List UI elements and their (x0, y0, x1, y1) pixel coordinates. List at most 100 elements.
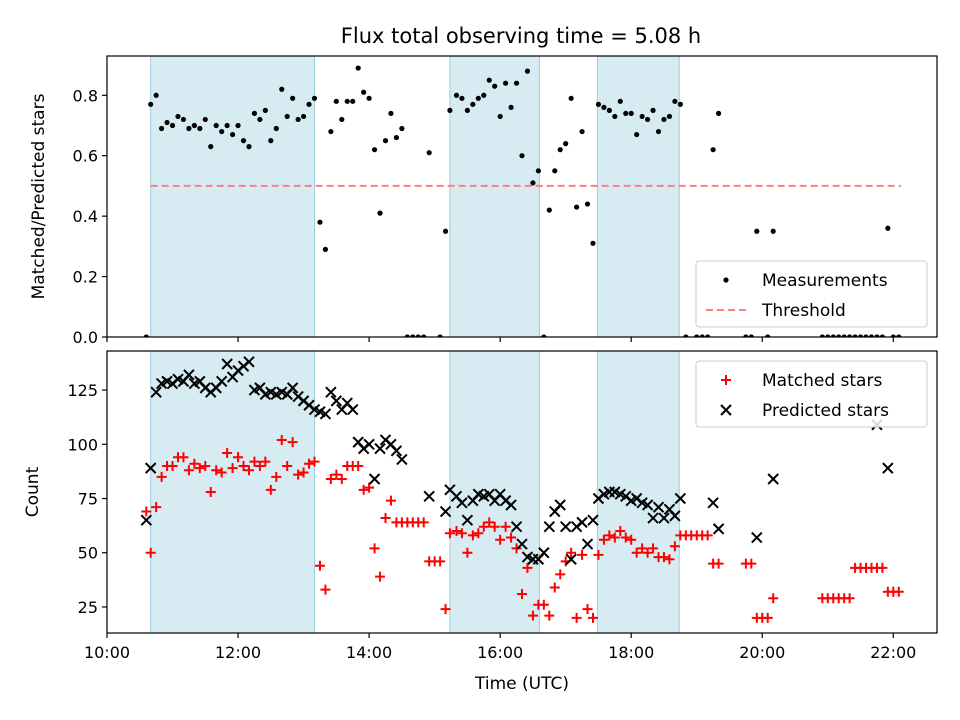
measurement-point (655, 128, 662, 135)
observation-window-band (596, 351, 680, 633)
predicted-stars-point (183, 369, 195, 381)
legend-box (695, 360, 928, 428)
predicted-stars-point (347, 403, 359, 416)
matched-stars-point (489, 521, 500, 532)
matched-stars-point (364, 482, 375, 493)
matched-stars-point (626, 534, 637, 545)
axes-frame (106, 55, 938, 338)
measurement-point (634, 131, 640, 138)
matched-stars-point (658, 552, 669, 563)
matched-stars-point (380, 513, 391, 524)
measurement-point (694, 334, 700, 337)
measurement-point (535, 168, 541, 174)
measurement-point (219, 128, 225, 135)
matched-stars-point (577, 549, 588, 560)
measurement-point (650, 107, 656, 113)
predicted-stars-point (243, 356, 255, 368)
matched-stars-point (702, 530, 713, 541)
measurement-point (246, 144, 252, 150)
measurement-point (579, 128, 585, 135)
measurement-point (415, 334, 421, 337)
measurement-point (475, 95, 481, 101)
matched-stars-point (538, 599, 549, 610)
measurement-point (470, 101, 476, 107)
measurement-point (453, 92, 460, 98)
x-tick-label: 12:00 (215, 643, 261, 662)
measurement-point (388, 110, 394, 117)
predicted-stars-point (221, 358, 233, 370)
predicted-stars-point (543, 521, 556, 533)
matched-stars-point (353, 460, 364, 471)
y-tick-label: 50 (78, 544, 98, 563)
predicted-stars-point (669, 510, 681, 522)
measurement-point (661, 116, 667, 123)
legend-box (695, 260, 928, 328)
measurement-point (159, 125, 165, 132)
matched-stars-point (571, 612, 582, 623)
predicted-stars-point (363, 438, 375, 450)
observation-window-band (150, 56, 315, 337)
measurement-point (333, 98, 339, 104)
predicted-stars-point (330, 395, 343, 407)
measurement-point (191, 122, 197, 129)
measurement-point (508, 104, 514, 110)
predicted-stars-point (319, 408, 332, 420)
measurement-point (143, 334, 149, 337)
measurement-point (421, 334, 427, 337)
measurement-point (328, 128, 334, 135)
measurement-point (628, 110, 634, 117)
matched-stars-point (216, 467, 227, 478)
measurement-point (503, 80, 509, 86)
matched-stars-point (254, 460, 265, 471)
legend-label: Threshold (761, 301, 846, 321)
predicted-stars-point (581, 538, 594, 550)
measurement-point (513, 80, 520, 86)
measurement-point (847, 334, 853, 337)
matched-stars-point (156, 471, 167, 482)
y-axis-label: Matched/Predicted stars (29, 93, 49, 299)
predicted-stars-point (647, 512, 659, 524)
measurement-point (879, 334, 885, 337)
measurement-point (863, 334, 869, 337)
predicted-stars-point (652, 501, 665, 513)
matched-stars-point (506, 532, 517, 543)
measurement-point (350, 98, 356, 104)
x-tick-label: 22:00 (870, 643, 916, 662)
legend-swatch-measurements (723, 277, 729, 283)
matched-stars-point (336, 473, 347, 484)
matched-stars-point (544, 610, 555, 621)
predicted-stars-point (554, 499, 566, 511)
matched-stars-point (549, 582, 560, 593)
predicted-stars-point (150, 386, 162, 398)
measurement-point (683, 334, 689, 337)
measurement-point (530, 180, 536, 186)
measurement-point (371, 147, 378, 153)
measurement-point (563, 141, 569, 147)
bottom-panel-plot: 25 50 75 100 125 10:00 12:00 14:00 16:00 18:00 20:… (23, 350, 938, 694)
measurement-point (279, 86, 285, 92)
axes-frame (106, 350, 938, 634)
matched-stars-point (768, 593, 779, 604)
legend-label: Measurements (762, 271, 888, 291)
measurement-point (606, 107, 612, 113)
matched-stars-point (141, 506, 152, 517)
matched-stars-point (314, 560, 325, 571)
matched-stars-point (598, 534, 609, 545)
legend-label: Predicted stars (762, 401, 889, 421)
measurement-point (273, 125, 279, 132)
plot-area (140, 351, 904, 633)
matched-stars-point (669, 541, 680, 552)
matched-stars-point (435, 556, 446, 567)
measurement-point (224, 122, 230, 129)
predicted-stars-point (641, 499, 654, 511)
predicted-stars-point (461, 514, 474, 526)
matched-stars-point (642, 547, 653, 558)
matched-stars-point (211, 465, 222, 476)
measurement-point (404, 334, 410, 337)
measurement-point (666, 113, 673, 120)
measurement-point (284, 113, 290, 120)
legend: Matched stars Predicted stars (695, 360, 928, 428)
matched-stars-point (746, 558, 757, 569)
measurement-point (612, 113, 618, 120)
measurement-point (262, 107, 268, 113)
